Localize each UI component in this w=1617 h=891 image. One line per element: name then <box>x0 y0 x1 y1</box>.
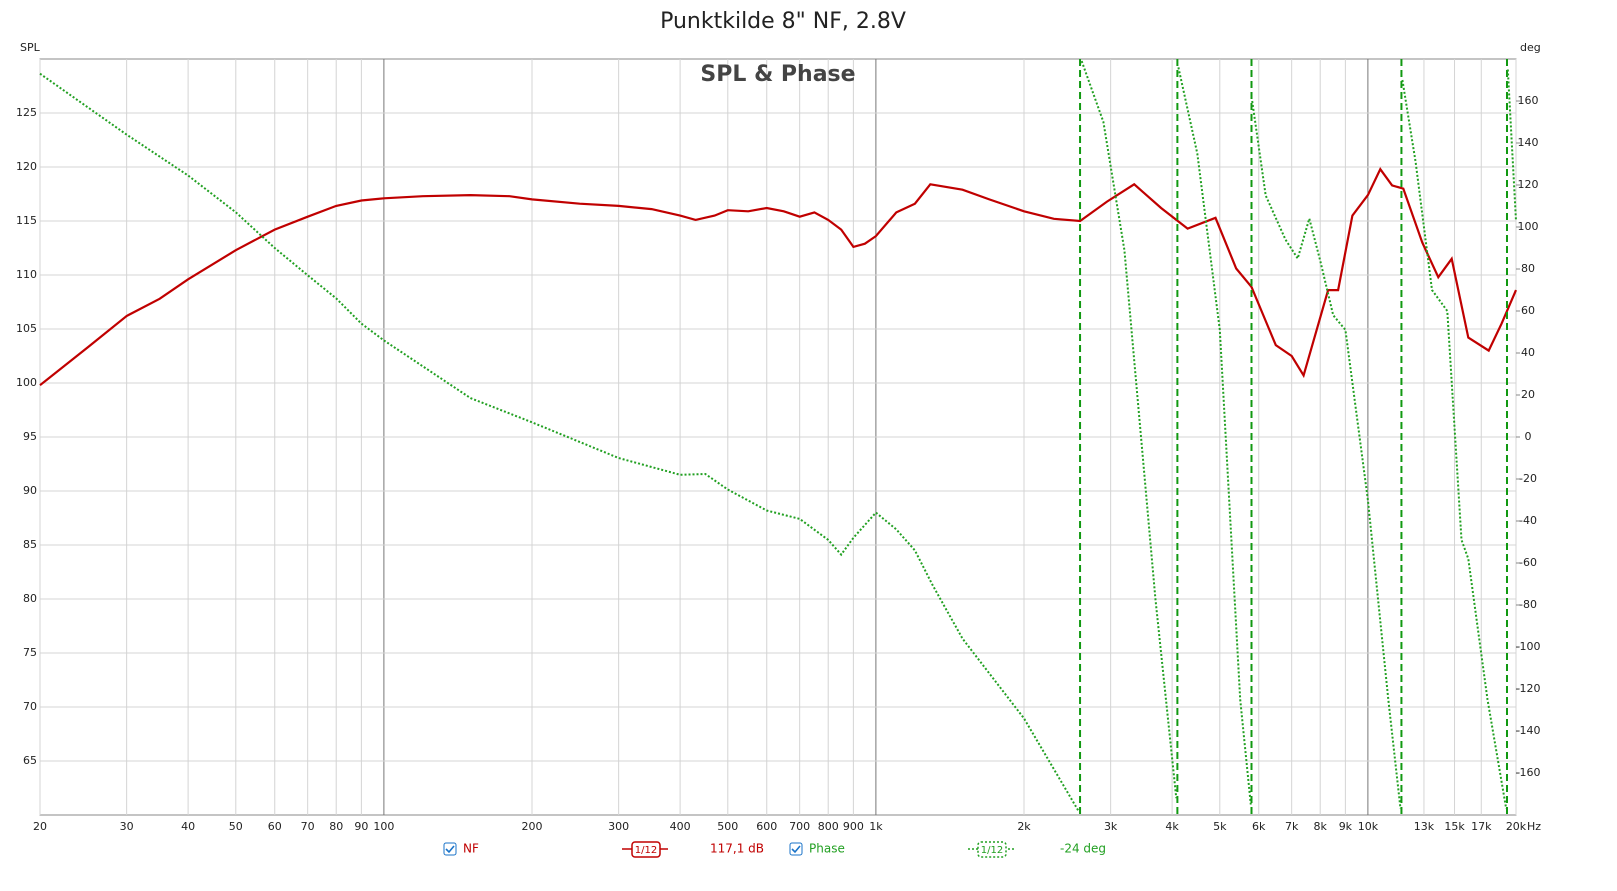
x-tick-label: 20 <box>33 820 47 833</box>
check-icon <box>791 845 801 854</box>
y-tick-label: 90 <box>23 484 37 497</box>
legend-checkbox[interactable] <box>443 842 457 856</box>
smoothing-label: 1/12 <box>981 845 1003 856</box>
x-tick-label: 600 <box>756 820 777 833</box>
y2-tick-label: -40 <box>1519 514 1537 527</box>
legend-entry: Phase <box>809 842 845 856</box>
x-tick-label: 60 <box>268 820 282 833</box>
y-axis-label: SPL <box>20 41 41 54</box>
chart-title: Punktkilde 8" NF, 2.8V <box>660 9 906 34</box>
legend: NF 1/12 117,1 dB Phase 1/12 -24 deg <box>443 841 1106 858</box>
x-tick-label: 300 <box>608 820 629 833</box>
y2-tick-label: 100 <box>1518 220 1539 233</box>
y-tick-label: 70 <box>23 700 37 713</box>
y-tick-label: 85 <box>23 538 37 551</box>
y2-tick-label: 80 <box>1521 262 1535 275</box>
y-tick-label: 125 <box>16 106 37 119</box>
y-tick-label: 105 <box>16 322 37 335</box>
legend-checkbox[interactable] <box>789 842 803 856</box>
phase-line <box>1251 100 1402 809</box>
legend-readout: 117,1 dB <box>710 842 764 856</box>
x-tick-label: 70 <box>301 820 315 833</box>
y2-tick-label: 140 <box>1518 136 1539 149</box>
phase-line <box>39 72 1080 812</box>
smoothing-label: 1/12 <box>635 845 657 856</box>
y2-tick-label: 40 <box>1521 346 1535 359</box>
y2-tick-label: -140 <box>1516 724 1541 737</box>
x-tick-label: 13k <box>1414 820 1435 833</box>
y2-axis-label: deg <box>1520 41 1541 54</box>
x-tick-label: 2k <box>1017 820 1031 833</box>
x-tick-label: 100 <box>373 820 394 833</box>
y-tick-label: 115 <box>16 214 37 227</box>
x-tick-label: 50 <box>229 820 243 833</box>
y-tick-label: 75 <box>23 646 37 659</box>
y-tick-label: 110 <box>16 268 37 281</box>
x-tick-label: 800 <box>818 820 839 833</box>
smoothing-box[interactable] <box>631 841 661 858</box>
y2-tick-label: -160 <box>1516 766 1541 779</box>
x-tick-label: 90 <box>354 820 368 833</box>
y-tick-label: 65 <box>23 754 37 767</box>
x-tick-label: 9k <box>1339 820 1353 833</box>
x-tick-label: 8k <box>1314 820 1328 833</box>
phase-line <box>1177 67 1252 805</box>
x-tick-label: 5k <box>1213 820 1227 833</box>
x-tick-label: 80 <box>329 820 343 833</box>
legend-readout: -24 deg <box>1060 842 1106 856</box>
x-tick-label: 400 <box>670 820 691 833</box>
y2-tick-label: 160 <box>1518 94 1539 107</box>
phase-line <box>1506 69 1517 221</box>
y-tick-label: 80 <box>23 592 37 605</box>
y2-tick-label: 20 <box>1521 388 1535 401</box>
x-tick-label: 900 <box>843 820 864 833</box>
x-tick-label: 7k <box>1285 820 1299 833</box>
x-tick-label: 500 <box>717 820 738 833</box>
smoothing-box[interactable] <box>977 841 1007 858</box>
x-tick-label: 30 <box>120 820 134 833</box>
y2-tick-label: 0 <box>1525 430 1532 443</box>
y2-tick-label: -100 <box>1516 640 1541 653</box>
legend-entry: NF <box>463 842 479 856</box>
x-tick-label: 200 <box>522 820 543 833</box>
check-icon <box>445 845 455 854</box>
x-unit: Hz <box>1527 820 1541 833</box>
y2-tick-label: -120 <box>1516 682 1541 695</box>
y-tick-label: 120 <box>16 160 37 173</box>
y2-tick-label: -60 <box>1519 556 1537 569</box>
x-tick-label: 6k <box>1252 820 1266 833</box>
y2-tick-label: -80 <box>1519 598 1537 611</box>
x-tick-label: 17k <box>1471 820 1492 833</box>
x-tick-label: 15k <box>1444 820 1465 833</box>
x-tick-label: 10k <box>1358 820 1379 833</box>
y2-tick-label: 60 <box>1521 304 1535 317</box>
x-tick-label: 3k <box>1104 820 1118 833</box>
spl-line <box>39 167 1518 387</box>
y2-tick-label: -20 <box>1519 472 1537 485</box>
x-tick-label: 1k <box>869 820 883 833</box>
x-tick-label: 700 <box>789 820 810 833</box>
y2-tick-label: 120 <box>1518 178 1539 191</box>
phase-line <box>1401 79 1508 809</box>
y-tick-label: 95 <box>23 430 37 443</box>
chart-subtitle: SPL & Phase <box>700 62 855 87</box>
y-tick-label: 100 <box>16 376 37 389</box>
x-tick-label: 4k <box>1165 820 1179 833</box>
x-tick-label: 20k <box>1506 820 1527 833</box>
x-tick-label: 40 <box>181 820 195 833</box>
